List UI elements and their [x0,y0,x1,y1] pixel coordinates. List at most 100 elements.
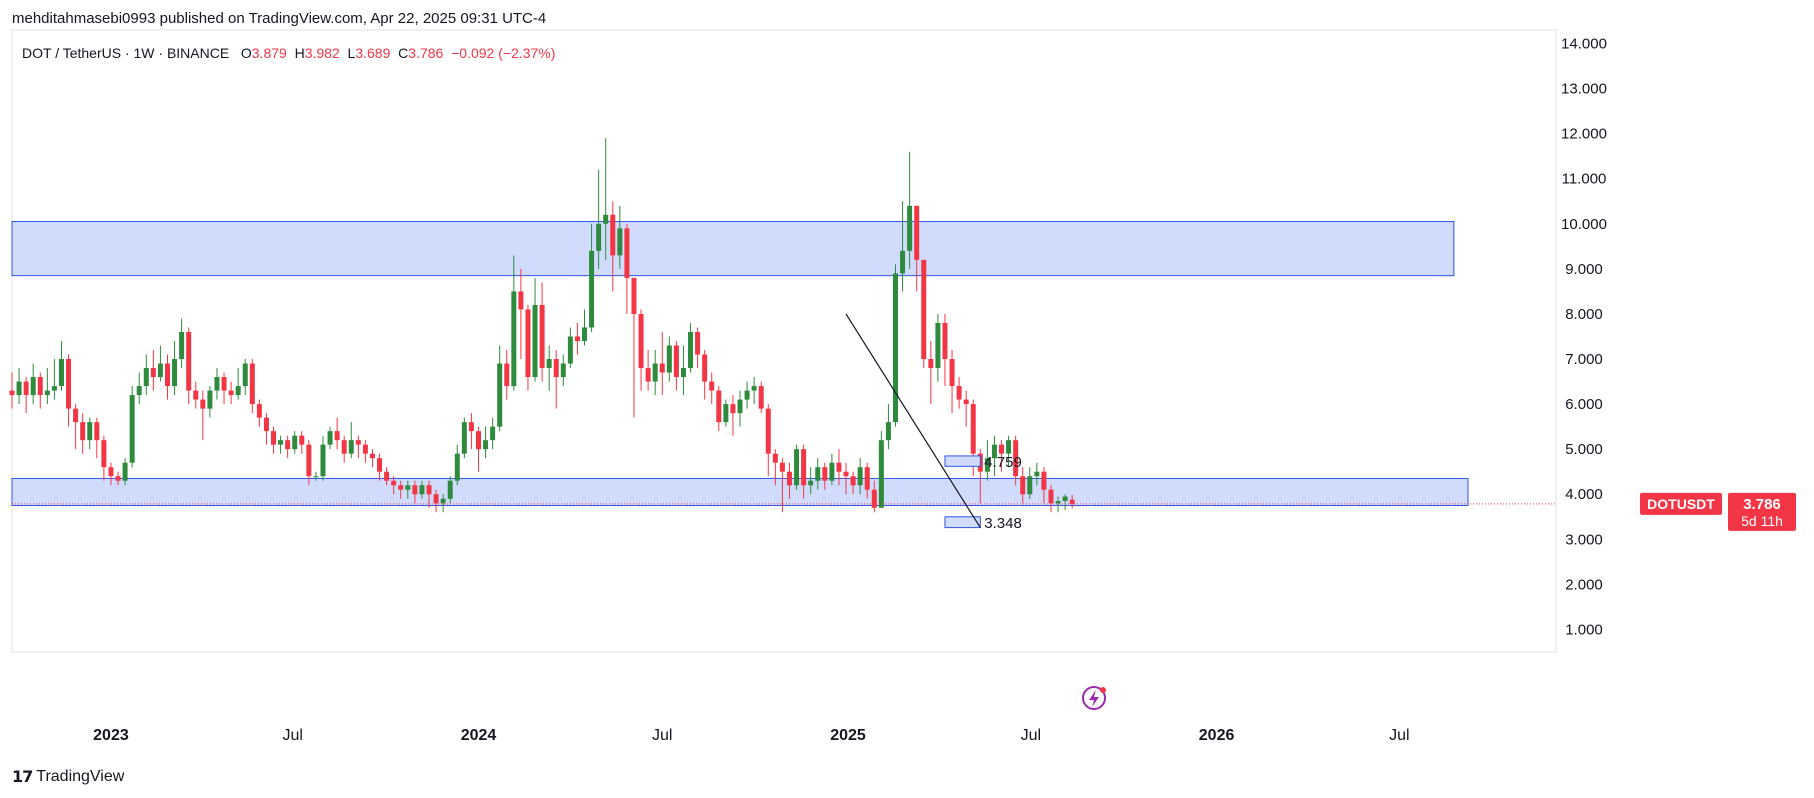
candle-body [200,399,206,409]
candle-body [433,494,439,504]
candle-body [695,331,701,355]
candle-body [836,462,842,472]
candle-body [412,485,418,495]
symbol-info[interactable]: DOT / TetherUS · 1W · BINANCE [22,45,230,61]
candle-body [271,431,277,445]
candle-body [730,404,736,414]
candle-body [1062,496,1068,502]
candle-body [299,435,305,445]
candle-body [885,422,891,441]
candle-body [306,444,312,477]
candle-body [214,377,220,391]
candle-body [490,426,496,441]
candle-body [483,440,489,450]
close-value: 3.786 [408,45,444,61]
candle-body [384,471,390,481]
y-tick-label: 10.000 [1561,216,1607,233]
candle-body [680,368,686,378]
candle-body [419,485,425,495]
flash-icon[interactable] [1082,686,1106,710]
candle-body [348,440,354,454]
candle-body [475,431,481,450]
open-label: O [240,45,252,61]
candle-body [659,363,665,373]
candle-body [122,462,128,481]
candle-body [758,386,764,409]
y-tick-label: 9.000 [1565,261,1603,278]
candle-body [66,359,72,409]
y-tick-label: 1.000 [1565,621,1603,638]
candle-body [892,273,898,423]
candle-body [532,304,538,378]
candle-body [596,223,602,251]
candle-body [369,453,375,459]
x-tick-label: Jul [652,727,672,744]
y-tick-label: 4.000 [1565,486,1603,503]
price-badge [1728,492,1796,531]
candle-body [716,390,722,423]
candle-body [1069,499,1075,504]
candle-body [589,250,595,328]
candle-body [666,345,672,373]
candle-body [143,368,149,387]
candle-body [843,471,849,477]
candle-body [688,331,694,369]
candle-body [51,386,57,391]
candle-body [963,399,969,405]
candle-body [249,363,255,405]
x-tick-label: 2023 [93,727,129,744]
candle-body [405,485,411,490]
high-value: 3.982 [304,45,340,61]
candle-body [751,386,757,391]
candle-body [610,214,616,256]
candle-body [221,377,227,391]
candle-body [1020,476,1026,495]
candle-body [567,336,573,364]
candle-body [808,480,814,486]
candle-body [186,331,192,391]
candle-body [94,422,100,441]
candle-body [525,309,531,378]
y-tick-label: 11.000 [1562,171,1607,188]
candle-body [850,476,856,486]
candle-body [511,291,517,387]
candle-body [673,345,679,378]
candle-body [822,467,828,481]
candle-body [454,453,460,481]
candle-body [765,408,771,454]
candle-body [341,440,347,454]
tradingview-footer[interactable]: 𝟭𝟳 TradingView [12,767,124,787]
candle-body [207,390,213,409]
y-tick-label: 8.000 [1565,306,1603,323]
x-tick-label: Jul [282,727,302,744]
candle-body [497,363,503,427]
y-tick-label: 2.000 [1565,576,1603,593]
candle-body [447,480,453,499]
candle-body [794,449,800,486]
candle-body [87,422,93,441]
candle-body [574,336,580,341]
candle-body [560,363,566,378]
candle-body [108,467,114,477]
candle-body [242,363,248,387]
candle-body [984,458,990,472]
candle-body [440,498,446,504]
flash-icon-ring [1082,686,1106,710]
candle-body [617,228,623,256]
candle-body [638,313,644,369]
candle-body [702,354,708,382]
candle-body [801,449,807,486]
candle-body [235,386,241,396]
candle-body [256,404,262,418]
candle-body [320,444,326,477]
x-tick-label: Jul [1021,727,1041,744]
high-label: H [294,45,305,61]
candle-body [709,381,715,391]
candle-body [285,440,291,450]
candle-body [857,467,863,486]
candle-body [504,363,510,387]
candles-group [9,138,1075,513]
candle-body [426,485,432,495]
